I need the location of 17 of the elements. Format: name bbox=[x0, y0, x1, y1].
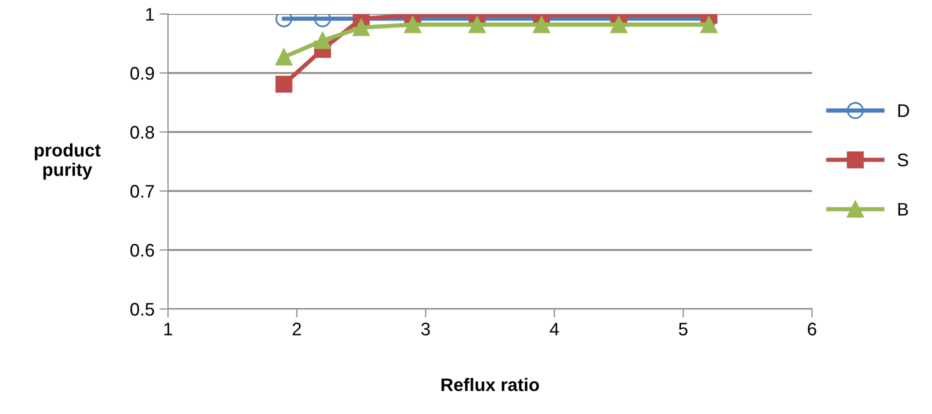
x-tick-label: 6 bbox=[808, 322, 816, 336]
y-tick-label: 0.9 bbox=[130, 66, 154, 80]
legend-label: D bbox=[898, 104, 910, 117]
x-tick-label: 3 bbox=[421, 322, 430, 336]
x-axis-title: Reflux ratio bbox=[442, 378, 539, 392]
y-tick-label: 0.5 bbox=[130, 302, 154, 316]
x-tick-label: 4 bbox=[550, 322, 559, 336]
y-tick-label: 0.8 bbox=[130, 126, 154, 139]
legend-label: S bbox=[898, 154, 908, 166]
x-tick-label: 1 bbox=[164, 322, 172, 336]
x-tick-label: 5 bbox=[678, 322, 688, 336]
y-tick-label: 0.6 bbox=[130, 244, 154, 257]
x-tick-label: 2 bbox=[292, 322, 301, 336]
legend-label: B bbox=[898, 203, 908, 216]
y-tick-label: 1 bbox=[146, 8, 154, 21]
y-tick-label: 0.7 bbox=[130, 184, 154, 198]
y-axis-title: product purity bbox=[34, 143, 101, 180]
